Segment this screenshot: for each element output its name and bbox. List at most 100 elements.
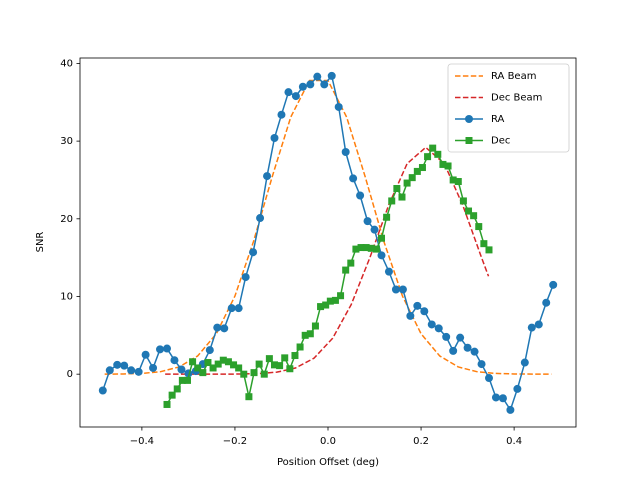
point [149,363,158,372]
point [378,234,386,242]
point [418,164,426,172]
y-tick-label: 10 [60,291,73,302]
point [209,364,217,372]
legend-label: Dec [491,136,510,147]
point [265,355,273,363]
point [442,332,451,341]
point [301,331,309,339]
point [367,244,375,252]
point [480,240,488,248]
point [220,324,229,333]
point [413,301,422,310]
point [235,364,243,372]
point [549,280,558,289]
point [491,393,500,402]
point [240,370,248,378]
point [277,110,286,119]
point [363,217,372,226]
point [429,144,437,152]
axes-frame [79,57,577,428]
y-tick-label: 0 [67,369,73,380]
point [214,360,222,368]
point [465,207,473,215]
point [173,385,181,393]
legend-marker [465,137,473,144]
point [127,366,136,375]
point [255,360,263,368]
point [470,212,478,220]
point [456,333,465,342]
point [270,361,278,369]
point [420,307,429,316]
point [291,92,300,101]
point [413,167,421,175]
y-tick-label: 40 [60,58,73,69]
point [234,304,243,313]
point [484,374,493,383]
point [393,185,401,193]
point [156,345,165,354]
point [449,176,457,184]
point [224,358,232,366]
point [527,323,536,332]
x-axis-label: Position Offset (deg) [277,457,379,468]
legend-label: RA [491,114,505,125]
point [163,344,172,353]
point [408,174,416,182]
point [313,72,322,81]
point [520,358,529,367]
point [241,273,250,282]
point [281,354,289,362]
point [199,369,207,377]
point [352,245,360,253]
point [477,360,486,369]
point [250,369,258,377]
point [230,361,238,369]
point [341,147,350,156]
point [434,150,442,158]
point [113,360,122,369]
x-tick-label: −0.2 [223,436,247,447]
point [424,153,432,161]
point [326,297,334,305]
point [534,320,543,329]
point [444,162,452,170]
point [249,248,258,257]
point [320,80,329,89]
x-tick-label: −0.4 [130,436,154,447]
point [245,393,253,401]
point [168,391,176,399]
point [291,352,299,360]
point [298,82,307,91]
point [337,292,345,300]
point [356,191,365,200]
point [362,244,370,252]
legend-box [447,63,570,153]
point [357,244,365,252]
legend-marker [465,115,473,123]
point [105,366,114,375]
plot-area [98,71,558,414]
point [388,197,396,205]
point [286,365,294,373]
point [296,343,304,351]
point [306,330,314,338]
point [372,245,380,253]
point [311,322,319,330]
point [498,394,507,403]
point [194,364,202,372]
legend-label: RA Beam [491,71,536,82]
point [434,324,443,333]
point [459,197,467,205]
point [98,386,107,395]
point [205,346,214,355]
point [347,259,355,267]
point [227,304,236,313]
point [260,370,268,378]
point [485,246,493,254]
point [270,134,279,143]
point [213,323,222,332]
point [331,296,339,304]
y-axis-label: SNR [35,232,46,253]
